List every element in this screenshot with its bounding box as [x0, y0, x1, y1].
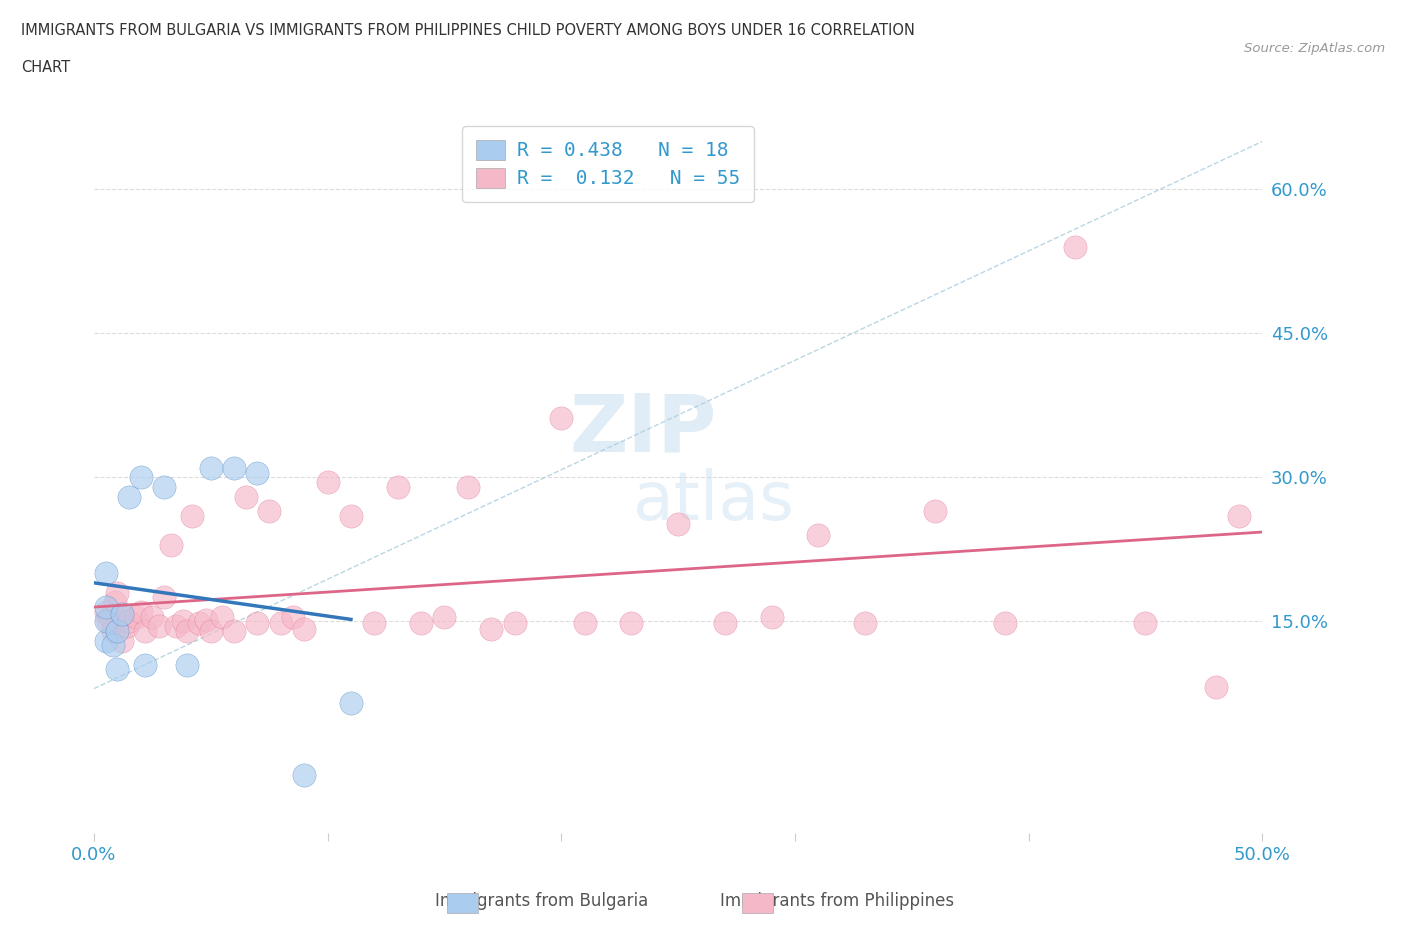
Text: ZIP: ZIP — [569, 391, 717, 469]
Point — [433, 609, 456, 624]
Point — [292, 767, 315, 782]
Point — [235, 489, 257, 504]
Text: Immigrants from Bulgaria: Immigrants from Bulgaria — [434, 892, 648, 910]
Point — [176, 624, 198, 639]
Point — [994, 616, 1017, 631]
Point — [550, 410, 572, 425]
Point — [118, 614, 141, 629]
Point — [281, 609, 304, 624]
Point — [409, 616, 432, 631]
Point — [387, 480, 409, 495]
Point — [292, 621, 315, 636]
Text: Source: ZipAtlas.com: Source: ZipAtlas.com — [1244, 42, 1385, 55]
Point — [94, 600, 117, 615]
Point — [200, 460, 222, 475]
Point — [246, 465, 269, 480]
Point — [118, 489, 141, 504]
Point — [115, 618, 138, 633]
Text: Immigrants from Philippines: Immigrants from Philippines — [720, 892, 953, 910]
Point — [153, 480, 176, 495]
Point — [153, 590, 176, 604]
Text: atlas: atlas — [633, 469, 793, 535]
Point — [340, 696, 363, 711]
Point — [111, 606, 134, 621]
Text: CHART: CHART — [21, 60, 70, 75]
Point — [148, 618, 170, 633]
Point — [316, 475, 339, 490]
Point — [363, 616, 385, 631]
Point — [479, 621, 502, 636]
Point — [181, 509, 204, 524]
Point — [457, 480, 479, 495]
Point — [165, 618, 187, 633]
Point — [1135, 616, 1157, 631]
Point — [270, 616, 292, 631]
Text: IMMIGRANTS FROM BULGARIA VS IMMIGRANTS FROM PHILIPPINES CHILD POVERTY AMONG BOYS: IMMIGRANTS FROM BULGARIA VS IMMIGRANTS F… — [21, 23, 915, 38]
Point — [134, 624, 156, 639]
Point — [105, 585, 128, 600]
Point — [101, 624, 124, 639]
Point — [620, 616, 643, 631]
Point — [101, 638, 124, 653]
Legend: R = 0.438   N = 18, R =  0.132   N = 55: R = 0.438 N = 18, R = 0.132 N = 55 — [463, 126, 754, 202]
Point — [574, 616, 596, 631]
Point — [340, 509, 363, 524]
Point — [94, 566, 117, 581]
Point — [97, 614, 120, 629]
Point — [1205, 679, 1227, 694]
Point — [211, 609, 233, 624]
Point — [1064, 240, 1087, 255]
Point — [172, 614, 194, 629]
Point — [807, 527, 830, 542]
Point — [94, 614, 117, 629]
Point — [160, 538, 183, 552]
Point — [257, 504, 280, 519]
Point — [246, 616, 269, 631]
Point — [134, 658, 156, 672]
Point — [761, 609, 783, 624]
Point — [104, 595, 127, 610]
Point — [714, 616, 737, 631]
Point — [924, 504, 946, 519]
Point — [98, 609, 121, 624]
Point — [94, 633, 117, 648]
Point — [94, 604, 117, 619]
Point — [666, 516, 689, 531]
Point — [105, 662, 128, 677]
Point — [105, 624, 128, 639]
Point — [125, 609, 148, 624]
Point — [176, 658, 198, 672]
Point — [129, 470, 152, 485]
Point — [1227, 509, 1250, 524]
Point — [112, 609, 135, 624]
Point — [188, 616, 211, 631]
Point — [111, 633, 134, 648]
Point — [195, 612, 218, 627]
Point — [129, 604, 152, 619]
Point — [853, 616, 876, 631]
Point — [224, 624, 246, 639]
Point — [200, 624, 222, 639]
Point — [141, 609, 163, 624]
Point — [503, 616, 526, 631]
Point — [224, 460, 246, 475]
